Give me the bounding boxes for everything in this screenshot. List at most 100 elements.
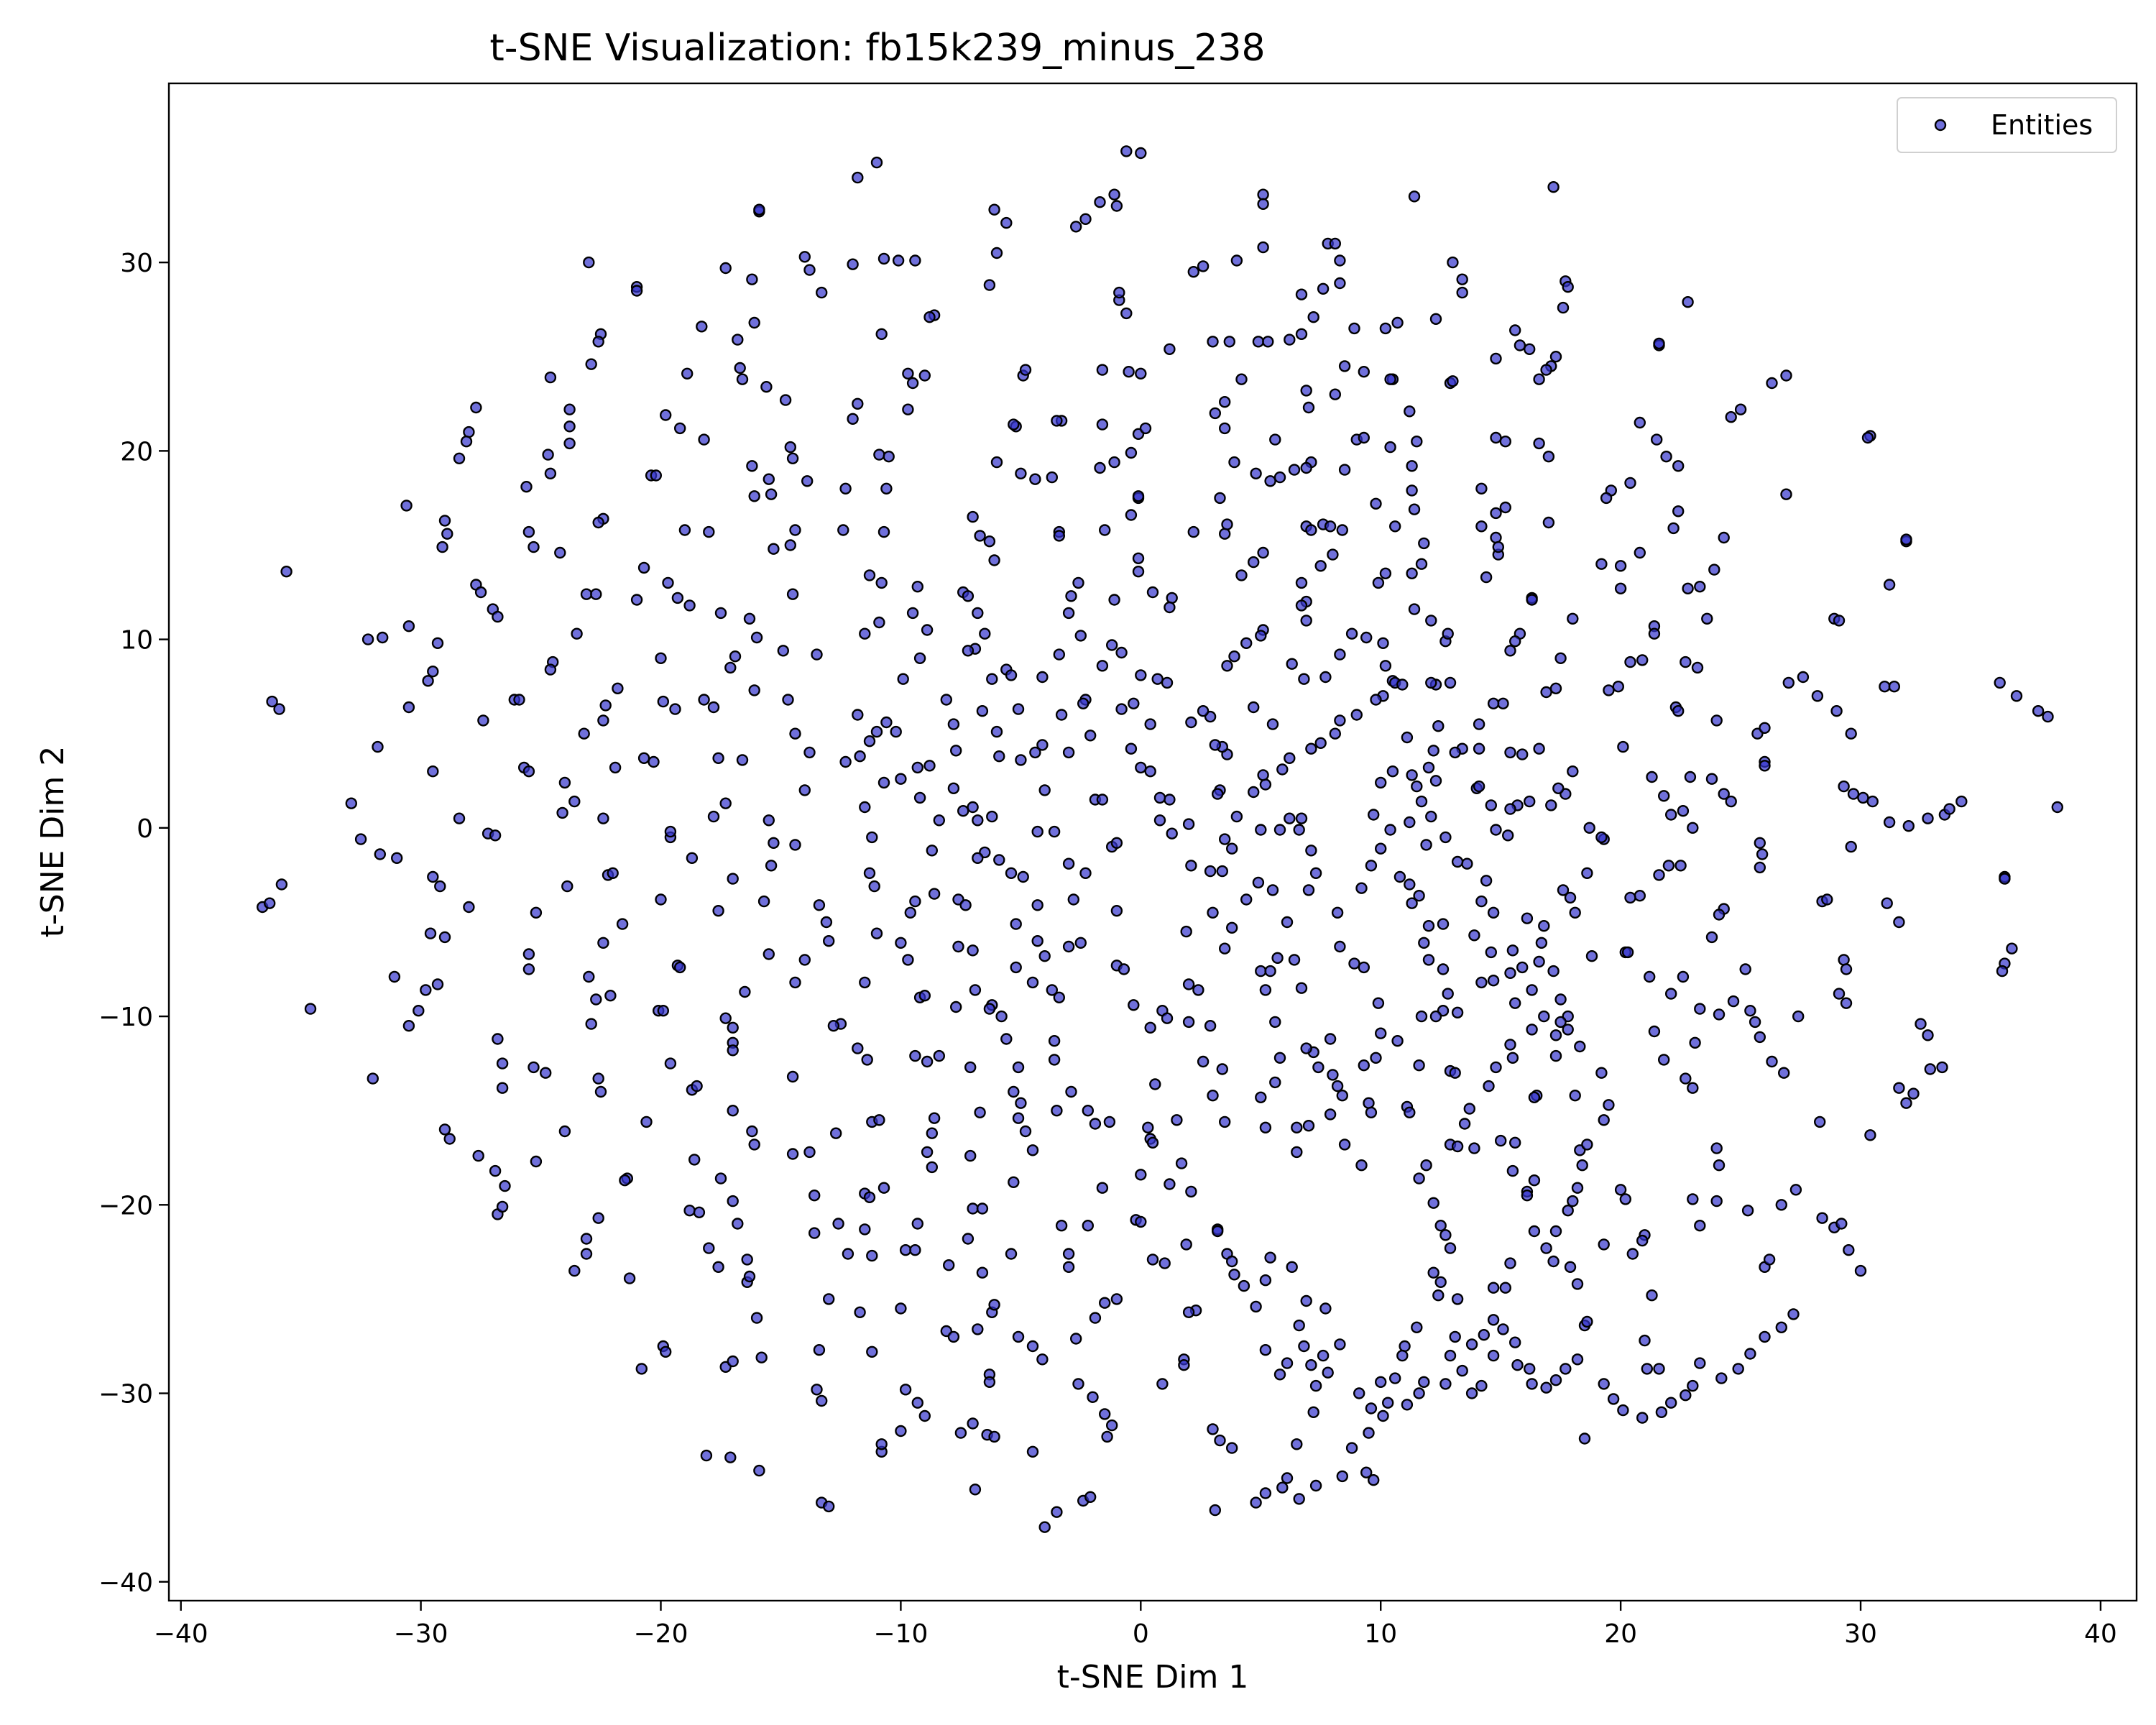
- entity-point: [1490, 531, 1502, 544]
- entity-point: [1922, 812, 1934, 824]
- entity-point: [1098, 1297, 1111, 1309]
- entity-point: [1135, 669, 1147, 681]
- entity-point: [926, 845, 939, 857]
- entity-point: [1358, 431, 1370, 444]
- entity-point: [875, 576, 888, 589]
- entity-point: [1055, 1219, 1068, 1232]
- entity-point: [1367, 1473, 1380, 1486]
- entity-point: [1036, 739, 1049, 751]
- entity-point: [1374, 776, 1387, 789]
- entity-point: [1648, 1025, 1661, 1038]
- entity-point: [1120, 307, 1133, 320]
- entity-point: [1087, 1391, 1099, 1404]
- entity-point: [1567, 765, 1579, 778]
- entity-point: [1218, 528, 1231, 540]
- entity-point: [1269, 1016, 1281, 1029]
- entity-point: [669, 703, 681, 715]
- y-tick-label: −30: [98, 1380, 153, 1409]
- entity-point: [847, 258, 859, 270]
- entity-point: [1422, 919, 1435, 932]
- entity-point: [1038, 949, 1051, 962]
- entity-point: [1334, 1338, 1346, 1351]
- entity-point: [746, 460, 758, 472]
- entity-point: [1365, 1402, 1378, 1414]
- entity-point: [561, 880, 573, 893]
- entity-point: [1451, 855, 1464, 868]
- entity-point: [1552, 782, 1565, 795]
- entity-point: [743, 1270, 756, 1283]
- entity-point: [1026, 1340, 1039, 1353]
- entity-point: [1074, 937, 1087, 949]
- entity-point: [1225, 1442, 1238, 1454]
- entity-point: [1247, 701, 1260, 714]
- entity-point: [859, 1223, 871, 1236]
- entity-point: [1372, 576, 1385, 589]
- entity-point: [852, 171, 864, 184]
- entity-point: [1838, 780, 1850, 793]
- entity-point: [1197, 260, 1210, 272]
- entity-point: [755, 1351, 768, 1363]
- entity-point: [1499, 501, 1512, 514]
- entity-point: [1759, 722, 1771, 734]
- entity-point: [803, 1146, 816, 1159]
- entity-point: [499, 1179, 511, 1192]
- entity-point: [1705, 773, 1718, 785]
- entity-point: [1725, 795, 1737, 808]
- entity-point: [1547, 1255, 1560, 1268]
- entity-point: [1153, 791, 1166, 804]
- entity-point: [1569, 1089, 1581, 1102]
- entity-point: [1345, 627, 1358, 640]
- entity-point: [1230, 254, 1243, 267]
- entity-point: [1545, 799, 1557, 811]
- entity-point: [367, 1072, 379, 1085]
- entity-point: [741, 1254, 753, 1266]
- entity-point: [1307, 1406, 1319, 1419]
- entity-point: [1540, 1381, 1552, 1394]
- entity-point: [1305, 742, 1317, 755]
- entity-point: [1026, 976, 1039, 989]
- entity-point: [839, 482, 852, 494]
- entity-point: [1377, 637, 1389, 649]
- entity-point: [1526, 1378, 1538, 1390]
- entity-point: [1391, 1034, 1404, 1047]
- entity-point: [1182, 818, 1195, 830]
- entity-point: [779, 394, 792, 406]
- entity-point: [691, 1080, 703, 1092]
- entity-point: [1161, 1012, 1174, 1024]
- entity-point: [1429, 313, 1442, 325]
- entity-point: [962, 1233, 975, 1245]
- entity-point: [1132, 566, 1145, 578]
- entity-point: [1015, 1097, 1027, 1109]
- entity-point: [1259, 1121, 1272, 1134]
- entity-point: [441, 528, 453, 540]
- entity-point: [2032, 705, 2045, 717]
- entity-point: [1291, 1438, 1303, 1450]
- entity-point: [1619, 1193, 1632, 1205]
- entity-point: [700, 1449, 713, 1462]
- entity-point: [911, 761, 924, 774]
- entity-point: [880, 482, 893, 494]
- entity-point: [822, 1500, 835, 1513]
- entity-point: [1252, 336, 1265, 348]
- entity-point: [1015, 467, 1027, 479]
- entity-point: [1298, 1340, 1310, 1353]
- entity-point: [528, 1061, 540, 1074]
- entity-point: [712, 904, 724, 917]
- entity-point: [820, 916, 833, 929]
- entity-point: [1408, 603, 1421, 615]
- entity-point: [1185, 1185, 1197, 1198]
- entity-point: [1542, 516, 1555, 529]
- entity-point: [1363, 1097, 1375, 1109]
- x-tick-label: 20: [1604, 1619, 1637, 1649]
- entity-point: [1607, 1393, 1620, 1405]
- entity-point: [1180, 1238, 1192, 1251]
- entity-point: [1456, 1364, 1468, 1377]
- entity-point: [1324, 1033, 1337, 1045]
- entity-point: [1554, 1016, 1567, 1029]
- entity-point: [1682, 296, 1694, 308]
- entity-point: [1418, 537, 1430, 550]
- entity-point: [558, 1125, 571, 1138]
- entity-point: [1286, 1261, 1298, 1274]
- entity-point: [1264, 1251, 1276, 1264]
- entity-point: [1281, 1357, 1294, 1369]
